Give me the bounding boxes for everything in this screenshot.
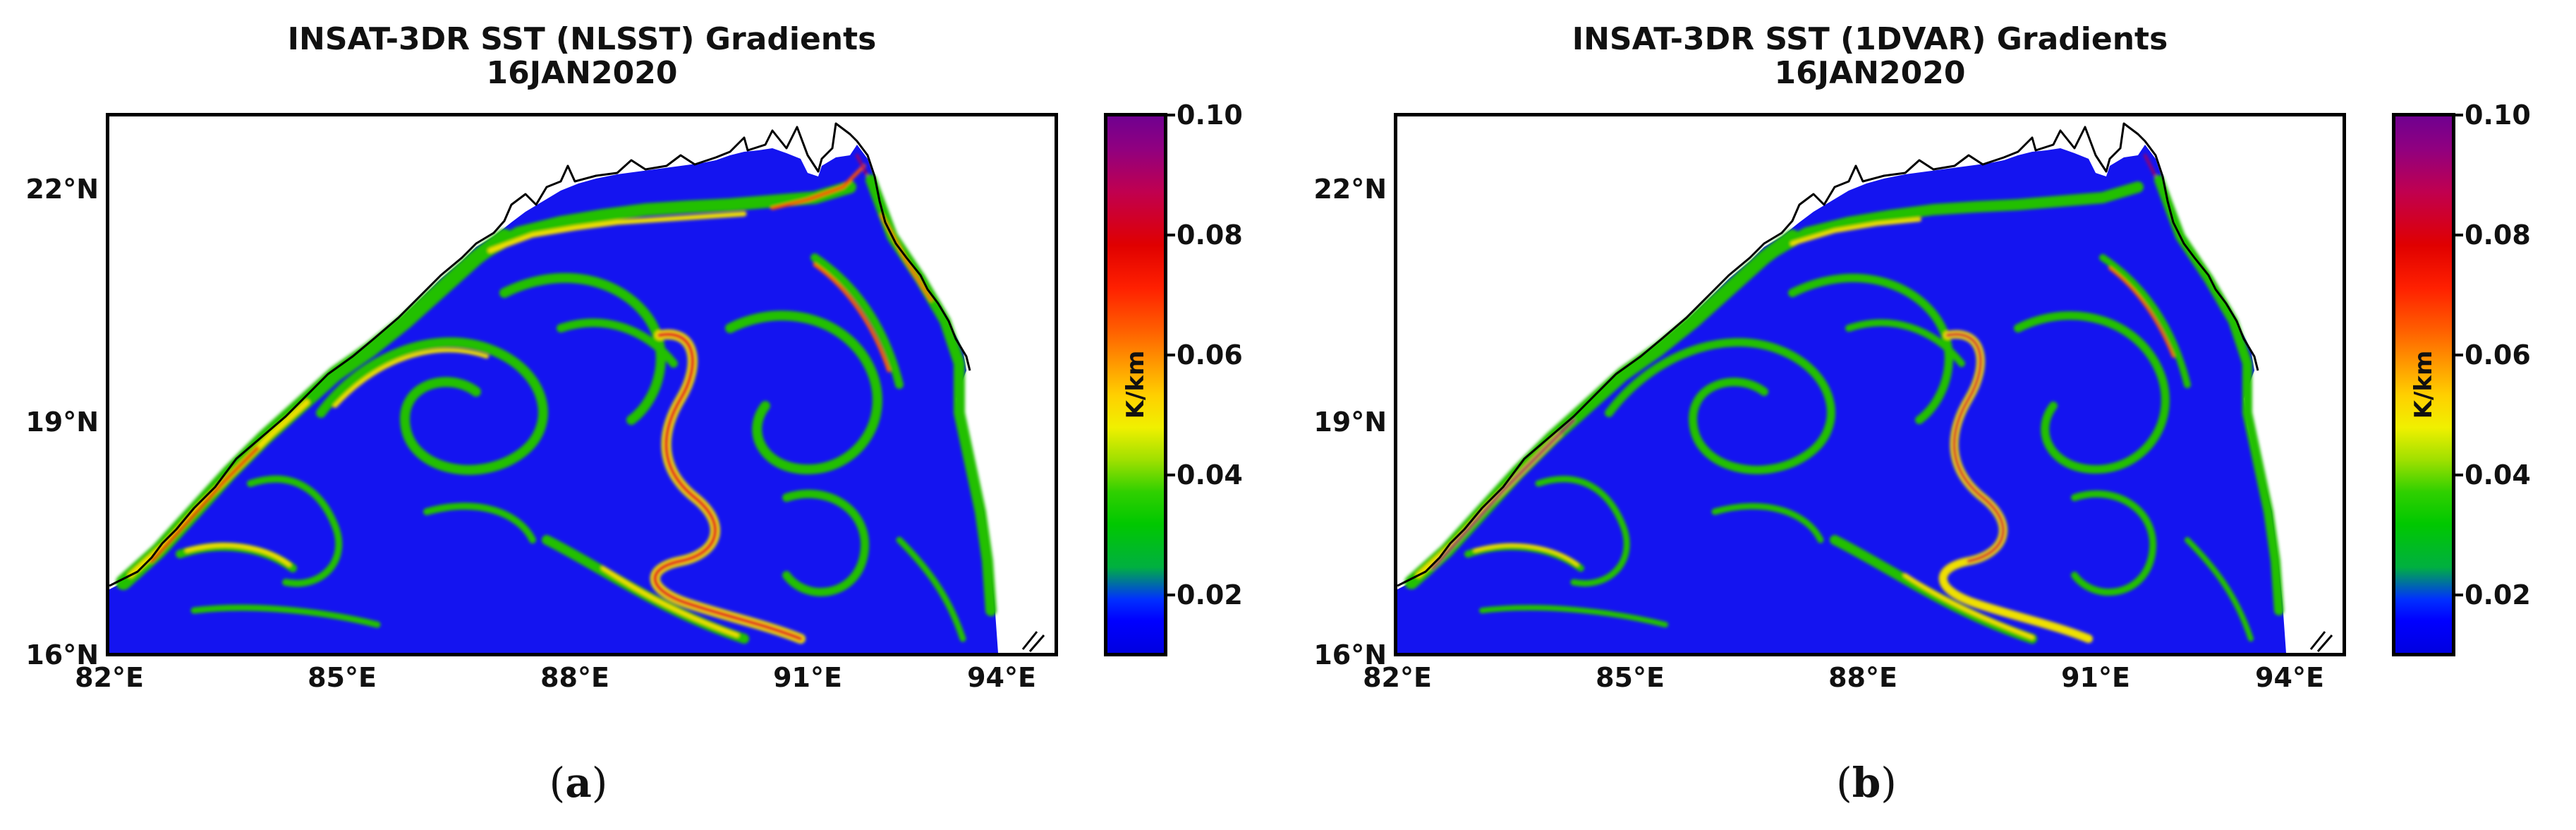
panel-label-b: (b) — [1810, 759, 1923, 807]
lon-tick-88e: 88°E — [1828, 662, 1897, 693]
gradient-map — [106, 113, 1058, 656]
colorbar-label: K/km — [2410, 350, 2438, 419]
map-title: INSAT-3DR SST (1DVAR) Gradients 16JAN202… — [1394, 23, 2346, 90]
colorbar-tick-0-08: 0.08 — [1167, 219, 1243, 251]
colorbar-tick-0-10: 0.10 — [2455, 100, 2531, 131]
lon-tick-94e: 94°E — [967, 662, 1036, 693]
gradient-map-canvas — [109, 122, 1045, 653]
lon-tick-94e: 94°E — [2255, 662, 2324, 693]
colorbar-tick-0-06: 0.06 — [1167, 339, 1243, 371]
label-open-paren: ( — [1836, 759, 1852, 807]
lat-tick-22n: 22°N — [25, 174, 99, 205]
map-title: INSAT-3DR SST (NLSST) Gradients 16JAN202… — [106, 23, 1058, 90]
label-close-paren: ) — [1881, 759, 1897, 807]
lon-tick-85e: 85°E — [1596, 662, 1665, 693]
lon-tick-91e: 91°E — [773, 662, 842, 693]
title-line-2: 16JAN2020 — [1774, 55, 1966, 91]
colorbar-tick-0-08: 0.08 — [2455, 219, 2531, 251]
colorbar-tick-0-04: 0.04 — [1167, 459, 1243, 491]
coastline — [109, 122, 971, 587]
lat-tick-22n: 22°N — [1313, 174, 1387, 205]
lat-tick-16n: 16°N — [1313, 639, 1387, 670]
label-letter: b — [1852, 759, 1881, 807]
title-line-1: INSAT-3DR SST (1DVAR) Gradients — [1572, 21, 2168, 57]
label-letter: a — [565, 759, 592, 807]
lat-tick-19n: 19°N — [1313, 407, 1387, 438]
colorbar-label: K/km — [1122, 350, 1150, 419]
panel-label-a: (a) — [522, 759, 635, 807]
lon-tick-82e: 82°E — [1363, 662, 1432, 693]
lat-tick-19n: 19°N — [25, 407, 99, 438]
gradient-map-canvas — [1397, 122, 2333, 653]
lon-tick-91e: 91°E — [2061, 662, 2130, 693]
label-open-paren: ( — [549, 759, 566, 807]
label-close-paren: ) — [591, 759, 608, 807]
lon-tick-88e: 88°E — [540, 662, 609, 693]
colorbar-tick-0-04: 0.04 — [2455, 459, 2531, 491]
colorbar — [1104, 113, 1167, 656]
title-line-1: INSAT-3DR SST (NLSST) Gradients — [287, 21, 877, 57]
gradient-map — [1394, 113, 2346, 656]
coastline — [1397, 122, 2259, 587]
lat-tick-16n: 16°N — [25, 639, 99, 670]
title-line-2: 16JAN2020 — [486, 55, 678, 91]
colorbar-tick-0-06: 0.06 — [2455, 339, 2531, 371]
sea-area — [1397, 145, 2286, 653]
colorbar-tick-0-10: 0.10 — [1167, 100, 1243, 131]
colorbar — [2392, 113, 2455, 656]
lon-tick-85e: 85°E — [308, 662, 377, 693]
colorbar-tick-0-02: 0.02 — [1167, 579, 1243, 611]
panel-a: INSAT-3DR SST (NLSST) Gradients 16JAN202… — [25, 23, 1243, 807]
colorbar-tick-0-02: 0.02 — [2455, 579, 2531, 611]
lon-tick-82e: 82°E — [75, 662, 144, 693]
panel-b: INSAT-3DR SST (1DVAR) Gradients 16JAN202… — [1288, 0, 2576, 830]
